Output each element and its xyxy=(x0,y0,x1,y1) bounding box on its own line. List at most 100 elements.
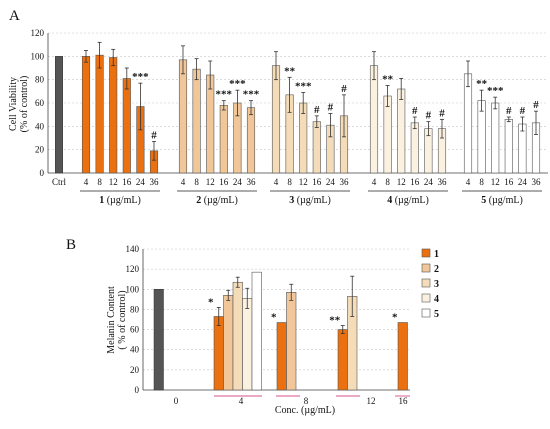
panel-a-significance-mark: *** xyxy=(295,81,312,93)
panel-a-significance-mark: # xyxy=(328,102,334,114)
panel-b-legend-swatch-2 xyxy=(421,263,431,273)
panel-a-x-tick-label-ctrl: Ctrl xyxy=(52,177,67,187)
panel-a-x-tick-label: 16 xyxy=(312,177,322,187)
panel-a-bar-compound-2 xyxy=(206,74,215,174)
panel-b-x-tick-label: 12 xyxy=(367,396,376,406)
panel-a-bar-compound-4 xyxy=(397,88,406,174)
panel-a-significance-mark: # xyxy=(412,105,418,117)
panel-a-x-tick-label: 4 xyxy=(372,177,377,187)
panel-a-x-tick-label: 24 xyxy=(326,177,336,187)
panel-b-bar-series-2 xyxy=(223,295,234,391)
panel-a-x-tick-label: 12 xyxy=(397,177,406,187)
panel-a-significance-mark: *** xyxy=(229,78,246,90)
panel-a-bar-compound-3 xyxy=(271,65,281,174)
panel-a-y-axis-label: Cell Viability(% of control) xyxy=(8,76,30,133)
panel-b-legend-label: 3 xyxy=(434,279,439,290)
panel-b-y-tick-label: 60 xyxy=(130,325,140,335)
panel-a-significance-mark: *** xyxy=(487,85,504,97)
panel-b-legend-label: 2 xyxy=(434,264,439,275)
panel-a-y-tick-label: 100 xyxy=(31,51,45,61)
panel-a-bar-compound-1 xyxy=(109,57,118,174)
panel-b-significance-mark: * xyxy=(271,312,277,324)
panel-a-bar-compound-4 xyxy=(410,122,419,174)
panel-b-legend-label: 1 xyxy=(434,249,439,260)
panel-a-significance-mark: # xyxy=(151,130,157,142)
panel-a-bar-compound-5 xyxy=(504,119,513,174)
panel-a-x-tick-label: 12 xyxy=(206,177,215,187)
panel-b-bar-series-1 xyxy=(213,316,224,391)
panel-a-significance-mark: # xyxy=(520,105,526,117)
panel-a-bar-compound-2 xyxy=(192,68,201,174)
panel-b-significance-mark: * xyxy=(208,296,214,308)
panel-a-significance-mark: # xyxy=(426,110,432,122)
panel-a-x-tick-label: 36 xyxy=(150,177,160,187)
panel-a-group-label-unit: (µg/mL) xyxy=(294,195,331,206)
panel-b-x-tick-label: 8 xyxy=(304,396,309,406)
panel-a-x-tick-label: 4 xyxy=(466,177,471,187)
panel-a-y-tick-label: 40 xyxy=(35,121,45,131)
panel-b-legend-swatch-3 xyxy=(421,278,431,288)
panel-b-y-axis-label-line: ( % of control) xyxy=(117,290,128,349)
panel-b-bar-series-2 xyxy=(286,292,297,391)
panel-a-x-tick-label: 24 xyxy=(233,177,243,187)
panel-a-x-tick-label: 36 xyxy=(247,177,257,187)
panel-a-label: A xyxy=(9,8,20,24)
panel-b-y-tick-label: 80 xyxy=(130,304,140,314)
panel-a-x-tick-label: 4 xyxy=(84,177,89,187)
panel-b-y-axis-label: Melanin Content( % of control) xyxy=(106,286,128,354)
panel-a-significance-mark: # xyxy=(341,83,347,95)
panel-a-significance-mark: *** xyxy=(132,71,149,83)
panel-a-bar-compound-3 xyxy=(312,121,321,174)
panel-a-group-label-number: 2 xyxy=(196,195,201,206)
panel-b-y-tick-label: 100 xyxy=(126,284,140,294)
panel-a-y-tick-label: 0 xyxy=(40,168,45,178)
panel-a-x-tick-label: 8 xyxy=(287,177,292,187)
panel-a-bar-compound-2 xyxy=(178,59,188,174)
panel-a-significance-mark: # xyxy=(533,99,539,111)
panel-a-x-tick-label: 12 xyxy=(491,177,500,187)
panel-a-group-label-unit: (µg/mL) xyxy=(392,195,429,206)
panel-b-y-tick-label: 120 xyxy=(126,264,140,274)
panel-b-bar-control xyxy=(153,289,164,391)
panel-b-legend-label: 4 xyxy=(434,294,439,305)
panel-a-significance-mark: # xyxy=(439,107,445,119)
panel-a-x-tick-label: 8 xyxy=(97,177,102,187)
panel-a-x-tick-label: 16 xyxy=(410,177,420,187)
panel-b-significance-mark: ** xyxy=(329,315,341,327)
panel-a-x-tick-label: 36 xyxy=(438,177,448,187)
panel-b-legend-swatch-4 xyxy=(421,293,431,303)
panel-a-y-tick-label: 80 xyxy=(35,75,45,85)
panel-a-group-label: 3 (µg/mL) xyxy=(289,195,331,206)
panel-a-significance-mark: # xyxy=(506,105,512,117)
panel-a-x-tick-label: 36 xyxy=(340,177,350,187)
panel-a-x-tick-label: 8 xyxy=(194,177,199,187)
panel-b-y-tick-label: 140 xyxy=(126,244,140,254)
panel-a-y-axis-label-line: (% of control) xyxy=(19,76,30,133)
panel-a-bar-compound-5 xyxy=(491,102,500,174)
panel-a-group-label-unit: (µg/mL) xyxy=(486,195,523,206)
panel-a-x-tick-label: 16 xyxy=(122,177,132,187)
panel-a-group-label-number: 5 xyxy=(481,195,486,206)
panel-a-y-tick-label: 120 xyxy=(31,28,45,38)
panel-a-significance-mark: # xyxy=(314,104,320,116)
panel-a-x-tick-label: 36 xyxy=(532,177,542,187)
panel-a-x-tick-label: 24 xyxy=(424,177,434,187)
panel-a-group-label: 4 (µg/mL) xyxy=(387,195,429,206)
panel-a-group-label: 2 (µg/mL) xyxy=(196,195,238,206)
panel-b-bar-series-4 xyxy=(242,298,253,391)
panel-a-significance-mark: *** xyxy=(243,89,260,101)
panel-a-x-tick-label: 24 xyxy=(136,177,146,187)
panel-a-x-tick-label: 8 xyxy=(479,177,484,187)
panel-a-significance-mark: ** xyxy=(382,74,394,86)
panel-a-group-label-unit: (µg/mL) xyxy=(104,195,141,206)
panel-a-significance-mark: ** xyxy=(476,78,488,90)
panel-a-bar-ctrl xyxy=(55,56,63,174)
panel-a-bar-compound-5 xyxy=(463,73,473,174)
panel-a-x-tick-label: 4 xyxy=(274,177,279,187)
panel-b-x-axis-label: Conc. (µg/mL) xyxy=(275,405,335,416)
panel-b-bar-series-1 xyxy=(276,322,287,391)
panel-a-bar-compound-1 xyxy=(81,56,91,174)
panel-b-legend-label: 5 xyxy=(434,309,439,320)
panel-a-bar-compound-4 xyxy=(383,95,392,174)
